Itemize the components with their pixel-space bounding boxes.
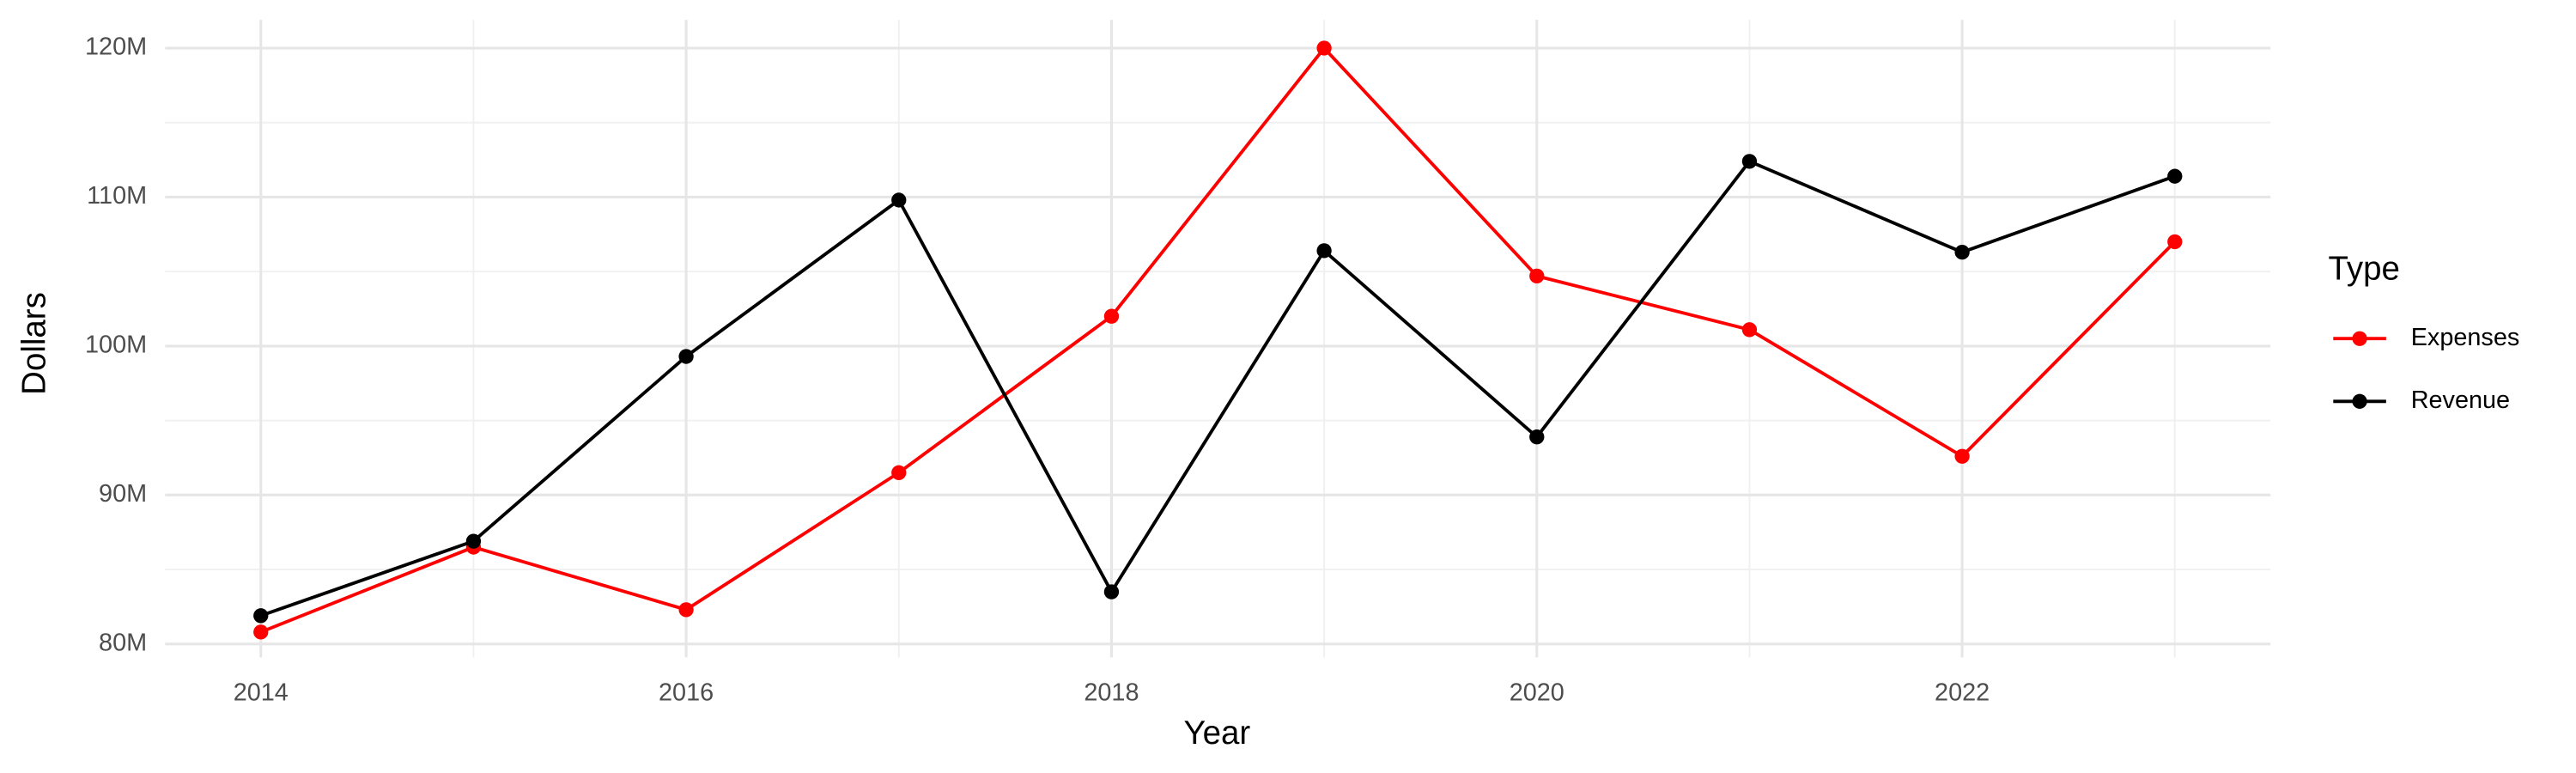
point <box>1954 244 1970 260</box>
x-tick-label: 2022 <box>1935 679 1990 706</box>
point <box>1316 40 1332 56</box>
y-tick-label: 100M <box>85 332 147 359</box>
point <box>678 602 694 618</box>
legend-key <box>2352 393 2367 409</box>
point <box>1103 584 1120 600</box>
y-tick-label: 120M <box>85 33 147 61</box>
point <box>1741 154 1758 169</box>
point <box>253 608 269 624</box>
y-tick-label: 80M <box>99 629 147 656</box>
x-axis-title: Year <box>1183 715 1250 752</box>
point <box>253 624 269 640</box>
legend: Expenses Revenue <box>2333 324 2519 414</box>
legend-label: Revenue <box>2411 386 2510 414</box>
y-tick-label: 110M <box>87 182 147 210</box>
line <box>260 159 2176 618</box>
point <box>891 192 907 208</box>
point <box>678 349 694 364</box>
line <box>260 46 2177 634</box>
x-tick-label: 2014 <box>234 679 289 706</box>
point <box>891 465 907 480</box>
point <box>1741 322 1758 338</box>
point <box>2167 234 2183 250</box>
y-axis-title: Dollars <box>15 292 52 395</box>
x-tick-label: 2018 <box>1084 679 1139 706</box>
point <box>1529 268 1545 284</box>
plot <box>253 40 2183 640</box>
grid: 2014 2016 2018 2020 2022 80M 90M 100M 110M 120M <box>85 20 2271 706</box>
x-tick-label: 2016 <box>659 679 714 706</box>
legend-title: Type <box>2329 251 2400 288</box>
point <box>1316 243 1332 259</box>
point <box>465 533 482 549</box>
legend-key <box>2352 331 2367 346</box>
point <box>1103 308 1120 324</box>
legend-label: Expenses <box>2411 324 2520 351</box>
point <box>1529 429 1545 445</box>
point <box>2167 168 2183 184</box>
point <box>1954 448 1970 464</box>
y-tick-label: 90M <box>99 480 147 508</box>
x-tick-label: 2020 <box>1510 679 1564 706</box>
